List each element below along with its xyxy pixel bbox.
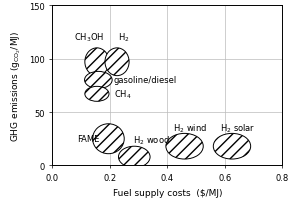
Ellipse shape	[118, 146, 150, 168]
Ellipse shape	[85, 49, 109, 76]
Text: CH$_4$: CH$_4$	[113, 88, 131, 101]
Ellipse shape	[105, 49, 129, 76]
Text: FAME: FAME	[77, 135, 99, 144]
Text: CH$_3$OH: CH$_3$OH	[74, 32, 104, 44]
X-axis label: Fuel supply costs  ($/MJ): Fuel supply costs ($/MJ)	[113, 188, 222, 197]
Text: H$_2$ solar: H$_2$ solar	[221, 122, 256, 135]
Y-axis label: GHG emissions (g$_{\mathregular{CO_2}}$/MJ): GHG emissions (g$_{\mathregular{CO_2}}$/…	[10, 31, 24, 141]
Ellipse shape	[93, 124, 124, 154]
Ellipse shape	[85, 72, 112, 89]
Text: gasoline/diesel: gasoline/diesel	[113, 76, 177, 85]
Ellipse shape	[213, 134, 251, 159]
Text: H$_2$: H$_2$	[118, 32, 129, 44]
Ellipse shape	[85, 87, 109, 102]
Ellipse shape	[166, 134, 203, 159]
Text: H$_2$ wood: H$_2$ wood	[133, 134, 170, 146]
Text: H$_2$ wind: H$_2$ wind	[173, 122, 207, 135]
